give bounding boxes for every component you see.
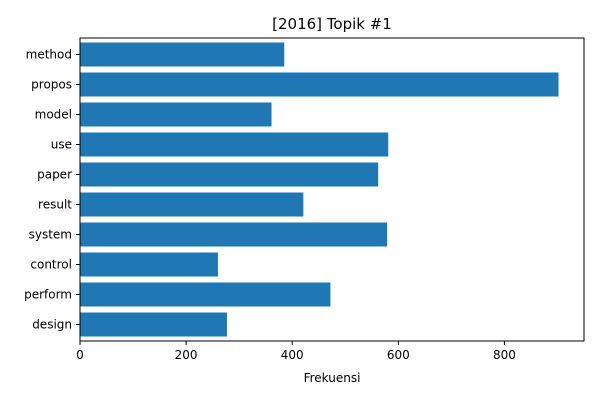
y-tick-label-paper: paper	[37, 168, 72, 182]
bar-propos	[80, 72, 559, 97]
y-tick-label-design: design	[32, 318, 72, 332]
x-tick-label-0: 0	[76, 348, 84, 362]
x-axis-label: Frekuensi	[304, 371, 361, 385]
plot-area-frame	[79, 37, 585, 342]
x-tick-label-600: 600	[387, 348, 410, 362]
y-tick-label-result: result	[38, 198, 72, 212]
bar-model	[80, 102, 272, 127]
y-axis: method propos model use paper result system con…	[24, 48, 80, 332]
x-tick-label-400: 400	[281, 348, 304, 362]
y-tick-label-use: use	[51, 138, 72, 152]
y-tick-label-control: control	[30, 258, 72, 272]
bar-design	[80, 312, 227, 337]
x-tick-label-800: 800	[493, 348, 516, 362]
bar-use	[80, 132, 389, 157]
y-tick-label-method: method	[26, 48, 72, 62]
bars-layer	[80, 42, 559, 337]
x-tick-label-200: 200	[175, 348, 198, 362]
y-tick-label-system: system	[29, 228, 72, 242]
bar-system	[80, 222, 388, 247]
bar-perform	[80, 282, 331, 307]
bar-paper	[80, 162, 379, 187]
chart-title: [2016] Topik #1	[272, 15, 392, 33]
bar-control	[80, 252, 218, 277]
y-tick-label-perform: perform	[24, 288, 72, 302]
bar-method	[80, 42, 285, 67]
x-axis: 0 200 400 600 800	[76, 341, 516, 362]
y-tick-label-propos: propos	[31, 78, 72, 92]
y-tick-label-model: model	[35, 108, 72, 122]
bar-result	[80, 192, 304, 217]
